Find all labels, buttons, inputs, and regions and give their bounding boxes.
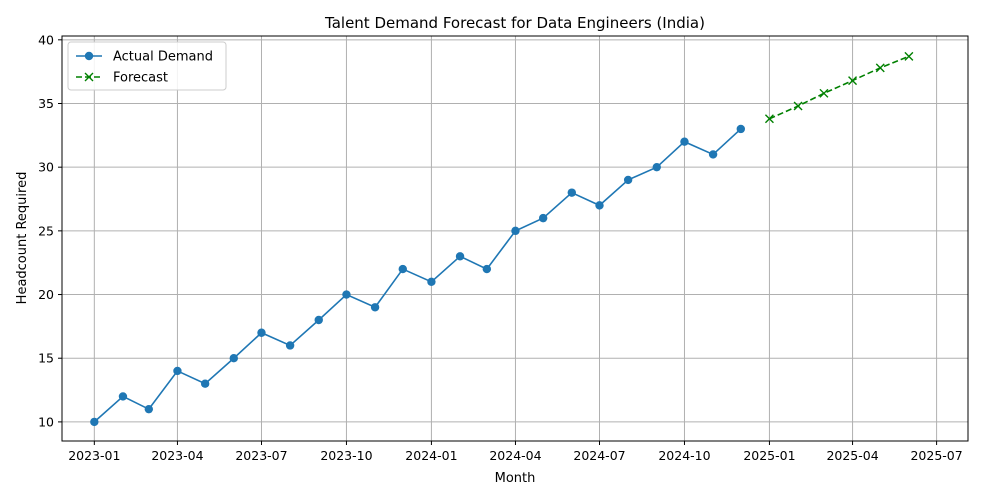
data-point-actual-demand	[285, 341, 295, 350]
data-point-actual-demand	[118, 392, 128, 401]
legend-box	[67, 41, 227, 91]
data-point-actual-demand	[370, 303, 380, 312]
data-point-actual-demand	[511, 226, 520, 236]
y-tick-label: 40	[38, 32, 54, 47]
data-point-actual-demand	[144, 404, 154, 414]
data-point-actual-demand	[652, 162, 661, 172]
data-point-actual-demand	[482, 264, 492, 274]
y-axis-label: Headcount Required	[15, 172, 30, 305]
y-tick-label: 15	[38, 351, 54, 366]
data-point-actual-demand	[736, 124, 746, 134]
data-point-forecast	[848, 76, 858, 86]
data-point-actual-demand	[398, 264, 407, 274]
y-tick-label: 30	[38, 160, 54, 175]
data-point-actual-demand	[90, 417, 99, 427]
x-axis-ticks: 2023-01 2023-04 2023-07 2023-10 2024-01 2024-…	[68, 441, 963, 463]
legend-marker-forecast	[84, 72, 94, 82]
y-tick-label: 35	[38, 96, 54, 111]
data-point-actual-demand	[173, 366, 182, 376]
data-point-actual-demand	[680, 137, 689, 146]
data-point-forecast	[764, 114, 774, 124]
data-point-actual-demand	[342, 290, 351, 299]
data-point-actual-demand	[567, 188, 576, 197]
legend-label-forecast: Forecast	[113, 71, 168, 86]
y-tick-label: 10	[38, 414, 54, 429]
series-line-actual-demand	[93, 128, 742, 423]
chart-title: Talent Demand Forecast for Data Engineer…	[324, 14, 705, 32]
data-point-actual-demand	[257, 328, 266, 337]
legend-label-actual: Actual Demand	[113, 50, 213, 65]
data-point-forecast	[793, 101, 803, 111]
data-point-actual-demand	[455, 252, 465, 261]
legend-marker-actual	[84, 51, 94, 61]
data-point-forecast	[904, 51, 914, 61]
data-point-actual-demand	[708, 150, 718, 159]
x-tick-label: 2023-04	[151, 448, 203, 463]
x-axis-label: Month	[495, 471, 536, 486]
x-tick-label: 2025-04	[826, 448, 878, 463]
y-tick-label: 25	[38, 223, 54, 238]
data-point-actual-demand	[595, 201, 604, 210]
data-point-actual-demand	[538, 213, 548, 223]
x-tick-label: 2024-01	[405, 448, 457, 463]
x-tick-label: 2025-01	[743, 448, 795, 463]
x-tick-label: 2025-07	[910, 448, 962, 463]
data-point-actual-demand	[427, 277, 436, 287]
x-tick-label: 2024-04	[489, 448, 541, 463]
series-line-forecast	[769, 55, 910, 120]
x-tick-label: 2024-07	[573, 448, 625, 463]
data-point-actual-demand	[623, 175, 633, 185]
y-tick-label: 20	[38, 287, 54, 302]
legend: Actual Demand Forecast	[67, 41, 227, 91]
data-point-actual-demand	[314, 315, 323, 325]
data-point-actual-demand	[229, 354, 238, 363]
x-tick-label: 2023-01	[68, 448, 120, 463]
y-axis-ticks: 10 15 20 25 30 35 40	[38, 32, 62, 429]
x-tick-label: 2023-07	[235, 448, 287, 463]
series-layer	[90, 51, 914, 427]
x-tick-label: 2023-10	[320, 448, 372, 463]
data-point-forecast	[819, 88, 829, 98]
data-point-forecast	[875, 63, 885, 73]
x-tick-label: 2024-10	[658, 448, 710, 463]
data-point-actual-demand	[200, 379, 210, 388]
